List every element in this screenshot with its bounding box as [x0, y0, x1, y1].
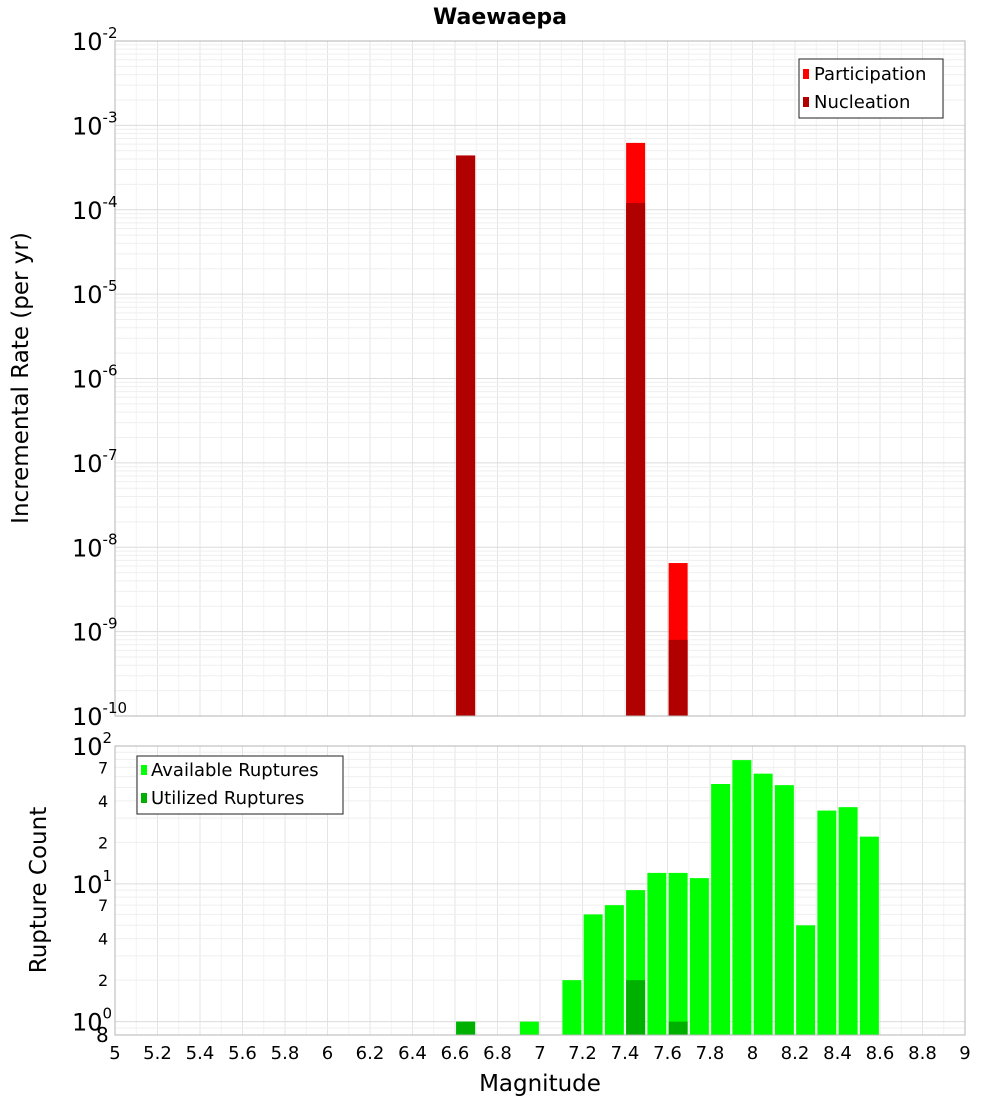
x-tick-label: 7.8: [696, 1043, 725, 1064]
y-minor-tick-label: 2: [98, 971, 108, 990]
utilized-ruptures-bar: [668, 1021, 688, 1035]
nucleation-bar: [626, 203, 646, 716]
legend-label: Utilized Ruptures: [151, 788, 304, 809]
x-tick-label: 8.4: [823, 1043, 852, 1064]
available-ruptures-bar: [817, 810, 837, 1035]
y-tick-label: 100: [72, 1005, 112, 1037]
available-ruptures-bar: [711, 784, 731, 1035]
rate-bars: [456, 142, 688, 716]
legend-label: Available Ruptures: [151, 760, 319, 781]
rate-grid: [114, 41, 966, 717]
x-tick-label: 5.6: [228, 1043, 257, 1064]
x-tick-label: 9: [959, 1043, 970, 1064]
x-tick-label: 7.4: [611, 1043, 640, 1064]
count-legend: Available Ruptures Utilized Ruptures: [136, 755, 344, 815]
x-tick-label: 6.6: [441, 1043, 470, 1064]
y-tick-label: 10-6: [72, 362, 118, 394]
available-ruptures-bar: [604, 905, 624, 1035]
x-tick-label: 6.8: [483, 1043, 512, 1064]
y-tick-label: 10-9: [72, 615, 118, 647]
y-tick-label: 10-3: [72, 108, 118, 140]
x-tick-label: 8.6: [866, 1043, 895, 1064]
legend-label: Nucleation: [814, 92, 910, 113]
available-ruptures-bar: [753, 773, 773, 1035]
y-tick-label: 101: [72, 867, 112, 899]
legend-swatch: [141, 765, 147, 775]
x-tick-label: 8.8: [908, 1043, 937, 1064]
y-tick-label: 10-5: [72, 277, 118, 309]
y-minor-tick-label: 4: [98, 930, 108, 949]
y-tick-label: 10-8: [72, 530, 118, 562]
y-minor-tick-label: 7: [98, 896, 108, 915]
x-tick-label: 5.4: [186, 1043, 215, 1064]
available-ruptures-bar: [668, 872, 688, 1035]
x-tick-label: 8.2: [781, 1043, 810, 1064]
available-ruptures-bar: [562, 980, 582, 1035]
legend-swatch: [141, 793, 147, 803]
legend-swatch: [803, 97, 809, 107]
x-tick-label: 5: [109, 1043, 120, 1064]
x-tick-label: 7.6: [653, 1043, 682, 1064]
count-y-ticks: 100 101 102 8 2 4 7 2 4 7: [72, 729, 112, 1047]
available-ruptures-bar: [583, 914, 603, 1035]
y-minor-tick-label: 4: [98, 792, 108, 811]
available-ruptures-bar: [796, 925, 816, 1035]
x-tick-label: 5.8: [271, 1043, 300, 1064]
rate-panel: 10-10 10-9 10-8 10-7 10-6 10-5 10-4 10-3 10-2 In…: [8, 24, 966, 731]
available-ruptures-bar: [774, 785, 794, 1035]
nucleation-bar: [456, 155, 476, 716]
x-tick-label: 7.2: [568, 1043, 597, 1064]
y-minor-tick-label: 2: [98, 833, 108, 852]
x-tick-label: 6.2: [356, 1043, 385, 1064]
utilized-ruptures-bar: [626, 980, 646, 1035]
y-tick-label: 102: [72, 729, 112, 761]
nucleation-bar: [668, 639, 688, 716]
count-y-axis-label: Rupture Count: [26, 807, 52, 973]
count-bars: [456, 760, 879, 1035]
x-tick-label: 8: [747, 1043, 758, 1064]
x-tick-label: 6.4: [398, 1043, 427, 1064]
legend-label: Participation: [814, 64, 926, 85]
rate-y-axis-label: Incremental Rate (per yr): [8, 232, 34, 524]
x-tick-label: 5.2: [143, 1043, 172, 1064]
y-tick-label: 10-4: [72, 193, 118, 225]
x-tick-label: 6: [322, 1043, 333, 1064]
x-ticks: 5 5.2 5.4 5.6 5.8 6 6.2 6.4 6.6 6.8 7 7.2 7.4 7.6 7.8 8…: [109, 1043, 970, 1064]
available-ruptures-bar: [647, 872, 667, 1035]
legend-box: [798, 58, 944, 119]
chart-title: Waewaepa: [433, 5, 567, 30]
rate-legend: Participation Nucleation: [798, 58, 944, 119]
available-ruptures-bar: [859, 836, 879, 1035]
available-ruptures-bar: [732, 760, 752, 1035]
legend-box: [136, 755, 344, 815]
x-tick-label: 7: [534, 1043, 545, 1064]
y-tick-label: 10-10: [72, 699, 127, 731]
count-panel: 100 101 102 8 2 4 7 2 4 7 5 5.2 5.4 5.6 5.8 6 6.2 6.4 6.6…: [26, 729, 971, 1097]
y-tick-label: 10-7: [72, 446, 118, 478]
count-plot-frame: [114, 745, 966, 1036]
available-ruptures-bar: [689, 878, 709, 1035]
rate-y-ticks: 10-10 10-9 10-8 10-7 10-6 10-5 10-4 10-3 10-2: [72, 24, 127, 731]
x-axis-label: Magnitude: [479, 1071, 601, 1097]
utilized-ruptures-bar: [456, 1021, 476, 1035]
y-minor-tick-label: 8: [96, 1023, 109, 1047]
available-ruptures-bar: [838, 807, 858, 1035]
rate-plot-frame: [114, 40, 966, 717]
y-tick-label: 10-2: [72, 24, 118, 56]
y-minor-tick-label: 7: [98, 758, 108, 777]
available-ruptures-bar: [519, 1021, 539, 1035]
legend-swatch: [803, 69, 809, 79]
